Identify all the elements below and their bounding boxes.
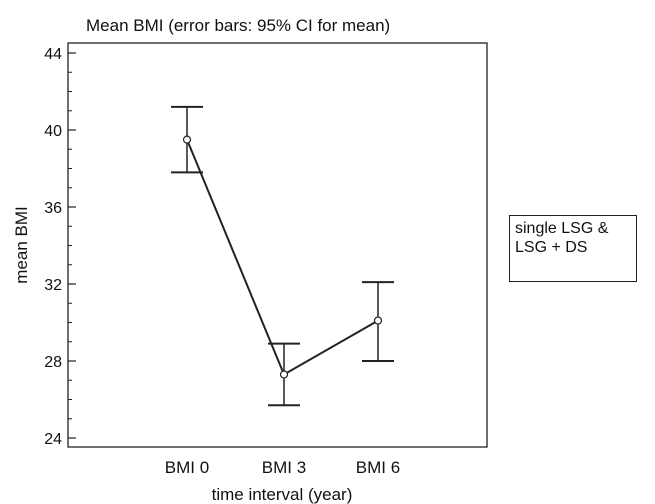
chart-title: Mean BMI (error bars: 95% CI for mean) [86, 16, 391, 35]
data-point [279, 370, 289, 379]
y-axis-label: mean BMI [12, 206, 31, 283]
x-tick-label: BMI 0 [165, 458, 209, 477]
legend-box: single LSG & LSG + DS [509, 215, 637, 282]
legend-line-2: LSG + DS [515, 239, 588, 256]
x-axis-label: time interval (year) [212, 485, 353, 504]
data-point [182, 135, 192, 144]
y-tick-label: 44 [44, 46, 62, 63]
y-tick-label: 32 [44, 277, 62, 294]
y-tick-label: 28 [44, 354, 62, 371]
x-tick-label: BMI 6 [356, 458, 400, 477]
data-point [373, 316, 383, 325]
x-tick-label: BMI 3 [262, 458, 306, 477]
y-tick-label: 24 [44, 431, 62, 448]
y-tick-label: 36 [44, 200, 62, 217]
series-line [186, 139, 379, 376]
plot-frame [67, 42, 488, 448]
y-tick-label: 40 [44, 123, 62, 140]
legend-line-1: single LSG & [515, 220, 609, 237]
